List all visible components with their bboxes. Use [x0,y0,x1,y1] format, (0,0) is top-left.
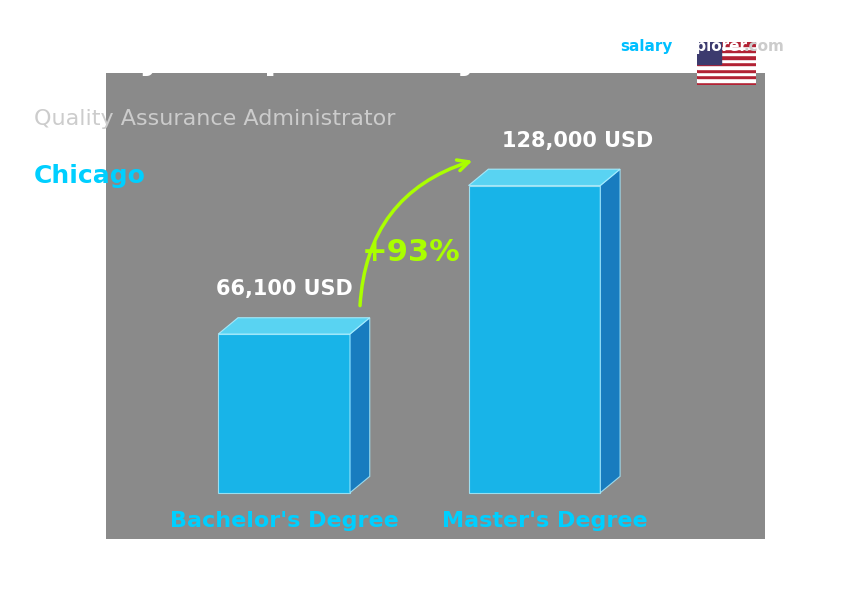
Bar [697,45,756,49]
Polygon shape [468,169,620,185]
Polygon shape [468,185,600,493]
Text: Chicago: Chicago [34,164,146,188]
Bar [697,52,756,56]
Polygon shape [106,73,765,539]
Text: salary: salary [620,39,673,55]
Bar [697,42,721,64]
Bar [697,78,756,82]
Text: 66,100 USD: 66,100 USD [216,279,353,299]
Text: Master's Degree: Master's Degree [441,511,647,531]
Bar [697,42,756,45]
Bar [697,82,756,85]
Text: .com: .com [744,39,785,55]
Text: +93%: +93% [361,238,461,267]
Text: Salary Comparison By Education: Salary Comparison By Education [34,42,695,76]
Polygon shape [350,318,370,493]
FancyArrowPatch shape [360,160,469,305]
Bar [697,49,756,52]
Bar [697,68,756,72]
Text: 128,000 USD: 128,000 USD [502,130,653,150]
Text: Average Yearly Salary: Average Yearly Salary [819,303,830,424]
Text: Bachelor's Degree: Bachelor's Degree [170,511,399,531]
Bar [697,62,756,65]
Polygon shape [218,318,370,334]
Bar [697,59,756,62]
Polygon shape [600,169,620,493]
Bar [697,56,756,59]
Bar [697,75,756,78]
Text: explorer: explorer [676,39,748,55]
Text: Quality Assurance Administrator: Quality Assurance Administrator [34,109,395,129]
Bar [697,72,756,75]
Polygon shape [218,334,350,493]
Bar [697,65,756,68]
